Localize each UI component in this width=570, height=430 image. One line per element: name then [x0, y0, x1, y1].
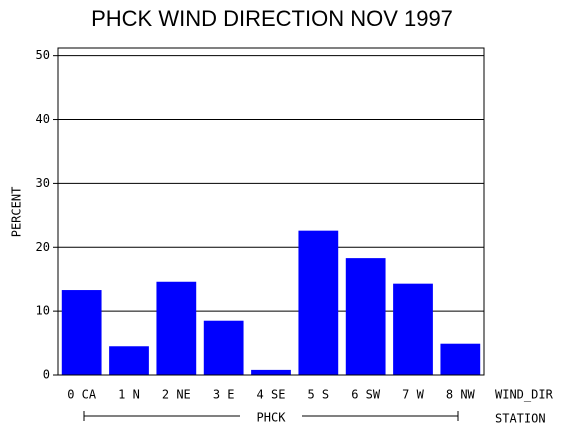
x-tick-label: 5 S — [307, 388, 329, 402]
x-tick-label: 1 N — [118, 388, 140, 402]
bar — [345, 258, 386, 375]
bar — [251, 369, 291, 375]
chart-title: PHCK WIND DIRECTION NOV 1997 — [91, 6, 453, 31]
group-axis-label: STATION — [495, 412, 546, 426]
bar — [109, 346, 149, 375]
x-tick-label: 4 SE — [257, 388, 286, 402]
group-label: PHCK — [257, 411, 287, 425]
x-tick-label: 7 W — [402, 388, 424, 402]
y-axis-label: PERCENT — [10, 187, 24, 238]
y-tick-label: 30 — [36, 176, 50, 190]
bar — [440, 343, 481, 375]
x-tick-label: 2 NE — [162, 388, 191, 402]
x-tick-label: 0 CA — [67, 388, 97, 402]
x-tick-label: 3 E — [213, 388, 235, 402]
bar — [298, 230, 339, 375]
bar — [156, 281, 197, 375]
bar — [61, 290, 102, 375]
bar — [393, 283, 433, 375]
y-tick-label: 40 — [36, 112, 50, 126]
bar — [203, 320, 244, 375]
plot-frame — [57, 47, 485, 376]
y-tick-label: 0 — [43, 368, 50, 382]
y-tick-label: 50 — [36, 48, 50, 62]
y-tick-label: 20 — [36, 240, 50, 254]
x-tick-label: 6 SW — [351, 388, 381, 402]
x-axis-label: WIND_DIR — [495, 388, 554, 402]
y-tick-label: 10 — [36, 304, 50, 318]
x-tick-label: 8 NW — [446, 388, 476, 402]
